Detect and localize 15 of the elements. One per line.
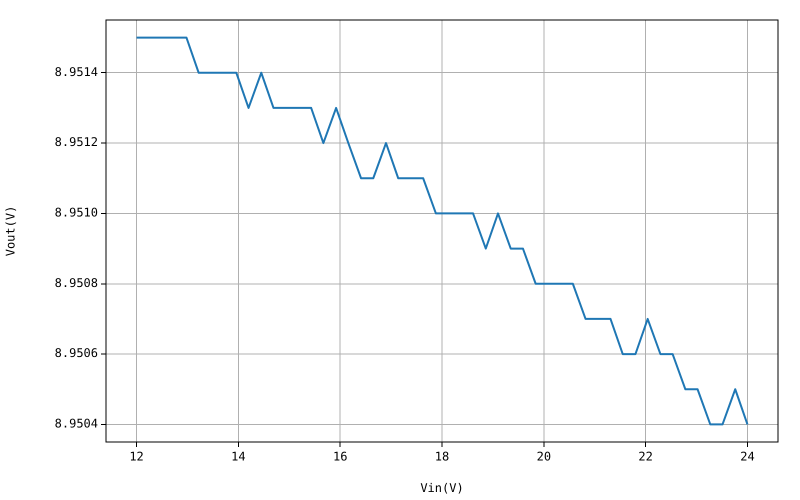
y-tick-label: 8.9504: [54, 416, 98, 431]
x-axis-title: Vin(V): [420, 480, 464, 495]
y-tick-label: 8.9510: [54, 206, 98, 220]
x-tick-label: 12: [129, 449, 144, 464]
y-tick-label: 8.9508: [54, 276, 98, 290]
x-tick-label: 18: [434, 449, 450, 464]
x-tick-label: 22: [638, 449, 653, 464]
y-axis-title: Vout(V): [3, 206, 18, 256]
y-tick-label: 8.9514: [54, 64, 98, 79]
y-tick-label: 8.9512: [54, 135, 98, 150]
x-tick-label: 16: [332, 449, 348, 464]
y-tick-label: 8.9506: [54, 346, 98, 360]
x-tick-label: 14: [231, 449, 246, 464]
x-tick-label: 24: [740, 449, 755, 464]
x-tick-label: 20: [536, 449, 552, 464]
